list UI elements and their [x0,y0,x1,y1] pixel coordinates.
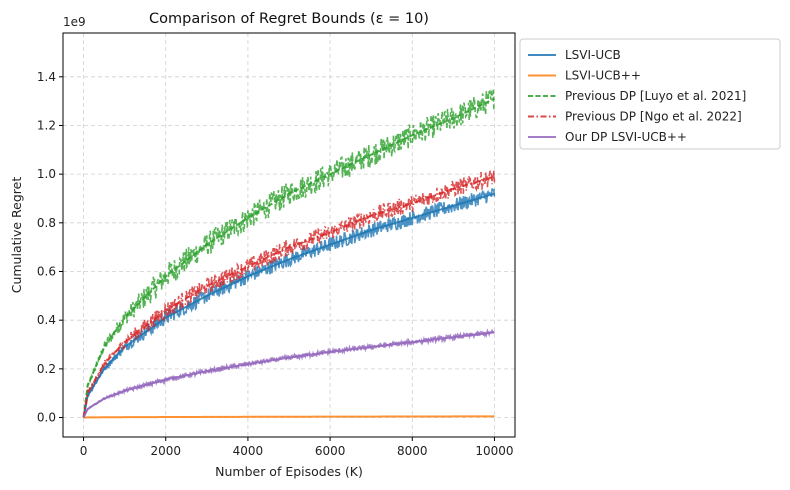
legend-label: Our DP LSVI-UCB++ [565,130,687,144]
series-2 [82,89,495,418]
x-tick-label: 6000 [315,444,346,458]
series-line [82,192,495,418]
x-axis-label: Number of Episodes (K) [215,464,363,479]
legend-item: Previous DP [Luyo et al. 2021] [528,89,746,103]
x-tick-label: 8000 [397,444,428,458]
series-line [82,331,495,418]
plot-frame [62,32,516,438]
ticks: 0 2000 4000 6000 8000 10000 0.0 0.2 0.4 0.6 0.8 1.0… [37,70,514,458]
y-tick-label: 1.0 [37,167,56,181]
series-0 [82,188,496,418]
y-tick-label: 0.6 [37,265,56,279]
legend-label: LSVI-UCB++ [565,69,641,83]
legend-item: Previous DP [Ngo et al. 2022] [528,110,742,124]
y-multiplier: 1e9 [63,15,86,29]
series-4 [82,328,495,418]
legend: LSVI-UCB LSVI-UCB++ Previous DP [Luyo et a… [519,38,781,150]
series-3 [82,170,496,418]
legend-item: Our DP LSVI-UCB++ [528,130,687,144]
series-line [82,97,495,418]
series-line [83,415,495,419]
series-line [82,175,495,418]
legend-label: Previous DP [Luyo et al. 2021] [565,89,746,103]
legend-label: Previous DP [Ngo et al. 2022] [565,110,742,124]
y-tick-label: 0.2 [37,362,56,376]
legend-item: LSVI-UCB++ [528,69,641,83]
x-tick-label: 10000 [475,444,513,458]
legend-frame [519,38,781,150]
chart-title: Comparison of Regret Bounds (ε = 10) [149,11,429,27]
y-tick-label: 0.0 [37,411,56,425]
series-line-noisy [82,89,495,418]
y-axis-label: Cumulative Regret [9,177,24,294]
x-tick-label: 4000 [233,444,264,458]
y-tick-label: 1.4 [37,70,56,84]
series-1 [83,415,495,419]
x-tick-label: 0 [80,444,88,458]
y-tick-label: 1.2 [37,118,56,132]
legend-item: LSVI-UCB [528,48,621,62]
y-tick-label: 0.4 [37,313,56,327]
legend-label: LSVI-UCB [565,48,621,62]
x-tick-label: 2000 [150,444,181,458]
y-tick-label: 0.8 [37,216,56,230]
series-group [82,89,496,419]
